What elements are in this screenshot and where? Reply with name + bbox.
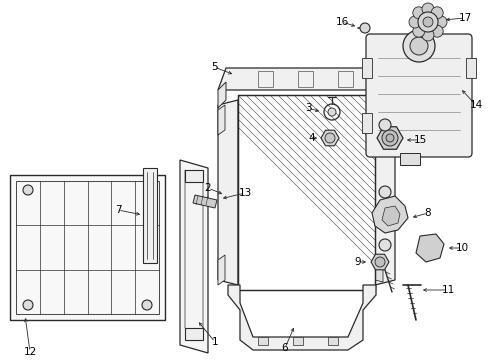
Bar — [238, 95, 375, 290]
Text: 13: 13 — [238, 188, 252, 198]
Text: 1: 1 — [212, 337, 219, 347]
Polygon shape — [193, 195, 217, 208]
Polygon shape — [400, 153, 420, 165]
Circle shape — [379, 239, 391, 251]
Bar — [466, 58, 476, 78]
Polygon shape — [375, 260, 383, 282]
Circle shape — [431, 7, 443, 19]
Bar — [185, 170, 203, 182]
Polygon shape — [218, 68, 393, 90]
Circle shape — [409, 16, 421, 28]
Polygon shape — [375, 110, 383, 132]
Circle shape — [431, 25, 443, 37]
Bar — [258, 71, 273, 87]
Polygon shape — [218, 255, 225, 285]
Text: 12: 12 — [24, 347, 37, 357]
Text: 4: 4 — [309, 133, 315, 143]
Text: 6: 6 — [282, 343, 288, 353]
Polygon shape — [218, 105, 225, 135]
Polygon shape — [372, 196, 408, 233]
Bar — [238, 95, 375, 290]
Bar — [143, 168, 157, 263]
Text: 14: 14 — [469, 100, 483, 110]
Circle shape — [382, 130, 398, 146]
Circle shape — [413, 25, 425, 37]
Bar — [362, 113, 372, 133]
Polygon shape — [218, 100, 238, 285]
Bar — [185, 328, 203, 340]
Circle shape — [423, 17, 433, 27]
Polygon shape — [382, 206, 400, 226]
Circle shape — [375, 257, 385, 267]
Circle shape — [328, 108, 336, 116]
Polygon shape — [180, 160, 208, 353]
Polygon shape — [375, 100, 395, 285]
Text: 8: 8 — [425, 208, 431, 218]
Bar — [362, 58, 372, 78]
Circle shape — [23, 185, 33, 195]
Text: 15: 15 — [414, 135, 427, 145]
Text: 9: 9 — [355, 257, 361, 267]
Polygon shape — [377, 127, 403, 149]
Circle shape — [413, 7, 425, 19]
Text: 2: 2 — [205, 183, 211, 193]
Bar — [293, 337, 303, 345]
Polygon shape — [371, 254, 389, 270]
Text: 3: 3 — [305, 103, 311, 113]
Text: 7: 7 — [115, 205, 122, 215]
Bar — [258, 337, 268, 345]
Circle shape — [325, 133, 335, 143]
Bar — [328, 337, 338, 345]
Circle shape — [142, 300, 152, 310]
FancyBboxPatch shape — [366, 34, 472, 157]
Polygon shape — [416, 234, 444, 262]
Text: 17: 17 — [458, 13, 471, 23]
Circle shape — [403, 30, 435, 62]
Polygon shape — [228, 285, 376, 350]
Circle shape — [379, 186, 391, 198]
Polygon shape — [321, 130, 339, 146]
Circle shape — [23, 300, 33, 310]
Text: 16: 16 — [335, 17, 348, 27]
Bar — [298, 71, 313, 87]
Circle shape — [422, 29, 434, 41]
Text: 11: 11 — [441, 285, 455, 295]
Circle shape — [422, 3, 434, 15]
Circle shape — [410, 37, 428, 55]
Circle shape — [418, 12, 438, 32]
Circle shape — [360, 23, 370, 33]
Text: 5: 5 — [211, 62, 217, 72]
Text: 10: 10 — [455, 243, 468, 253]
Circle shape — [386, 134, 394, 142]
Bar — [16, 181, 159, 314]
Polygon shape — [218, 82, 226, 108]
Polygon shape — [373, 68, 398, 80]
Circle shape — [379, 119, 391, 131]
Circle shape — [435, 16, 447, 28]
Bar — [10, 175, 165, 320]
Bar — [338, 71, 353, 87]
